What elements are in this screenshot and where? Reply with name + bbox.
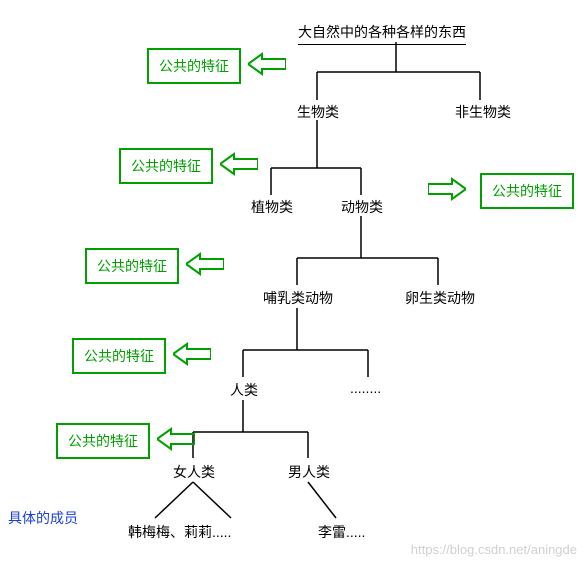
arrow-left-3 xyxy=(186,252,224,276)
watermark: https://blog.csdn.net/aningde xyxy=(411,542,577,557)
node-nonbio: 非生物类 xyxy=(455,102,511,122)
node-dots: ........ xyxy=(350,380,381,396)
feature-box-3: 公共的特征 xyxy=(480,173,574,209)
node-plant: 植物类 xyxy=(251,197,293,217)
feature-box-4: 公共的特征 xyxy=(85,248,179,284)
feature-box-1: 公共的特征 xyxy=(147,48,241,84)
arrow-left-5 xyxy=(157,427,195,451)
node-female: 女人类 xyxy=(173,462,215,482)
node-bio: 生物类 xyxy=(297,102,339,122)
node-mammal: 哺乳类动物 xyxy=(263,288,333,308)
feature-box-5: 公共的特征 xyxy=(72,338,166,374)
node-male: 男人类 xyxy=(288,462,330,482)
member-label: 具体的成员 xyxy=(8,508,78,528)
arrow-left-1 xyxy=(248,52,286,76)
feature-box-2: 公共的特征 xyxy=(119,148,213,184)
node-human: 人类 xyxy=(230,380,258,400)
node-root: 大自然中的各种各样的东西 xyxy=(298,22,466,45)
node-male-members: 李雷..... xyxy=(318,522,365,542)
feature-box-6: 公共的特征 xyxy=(56,423,150,459)
arrow-right-1 xyxy=(428,177,466,201)
node-female-members: 韩梅梅、莉莉..... xyxy=(128,522,231,542)
node-ovi: 卵生类动物 xyxy=(405,288,475,308)
node-animal: 动物类 xyxy=(341,197,383,217)
arrow-left-2 xyxy=(220,152,258,176)
arrow-left-4 xyxy=(173,342,211,366)
